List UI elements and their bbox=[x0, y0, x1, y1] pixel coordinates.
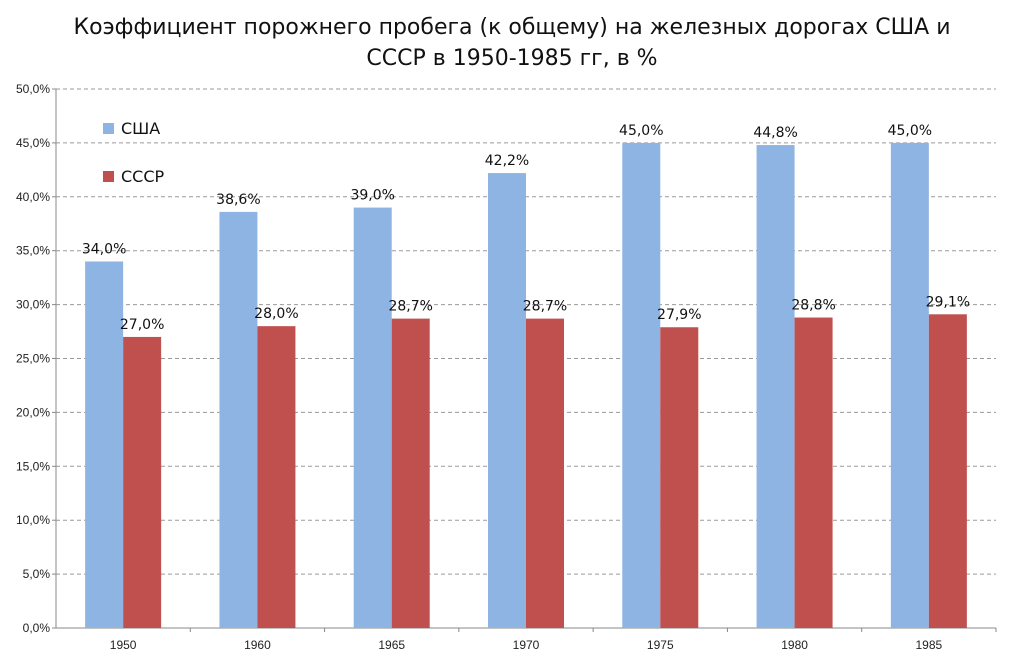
y-tick-label: 15,0% bbox=[16, 459, 50, 473]
bar-ussr bbox=[123, 336, 162, 628]
y-tick-label: 5,0% bbox=[23, 567, 51, 581]
y-tick-label: 50,0% bbox=[16, 82, 50, 96]
bar-usa bbox=[756, 145, 795, 628]
bar-usa bbox=[219, 211, 258, 628]
x-tick-label: 1965 bbox=[378, 638, 405, 652]
y-tick-label: 10,0% bbox=[16, 513, 50, 527]
data-label: 45,0% bbox=[888, 123, 932, 139]
bar-usa bbox=[622, 142, 661, 628]
x-tick-label: 1985 bbox=[916, 638, 943, 652]
x-tick-label: 1970 bbox=[513, 638, 540, 652]
data-label: 28,7% bbox=[523, 299, 567, 315]
legend-swatch-ussr bbox=[103, 171, 114, 182]
data-label: 28,0% bbox=[254, 306, 298, 322]
bar-ussr bbox=[526, 318, 564, 628]
data-label: 38,6% bbox=[216, 192, 260, 208]
y-tick-label: 20,0% bbox=[16, 405, 50, 419]
legend-label-ussr: СССР bbox=[121, 167, 165, 186]
chart-title-line-2: СССР в 1950-1985 гг, в % bbox=[366, 46, 658, 71]
data-label: 28,8% bbox=[791, 298, 835, 314]
chart-title-line-1: Коэффициент порожнего пробега (к общему)… bbox=[73, 15, 951, 40]
y-tick-label: 45,0% bbox=[16, 136, 50, 150]
y-tick-label: 40,0% bbox=[16, 190, 50, 204]
legend-label-usa: США bbox=[121, 119, 160, 138]
legend-swatch-usa bbox=[103, 123, 114, 134]
data-label: 27,0% bbox=[120, 317, 164, 333]
x-tick-label: 1975 bbox=[647, 638, 674, 652]
x-tick-label: 1950 bbox=[110, 638, 137, 652]
bar-usa bbox=[488, 173, 526, 629]
data-label: 27,9% bbox=[657, 307, 701, 323]
bar-usa bbox=[353, 207, 392, 628]
bar-usa bbox=[85, 261, 124, 628]
data-label: 34,0% bbox=[82, 241, 126, 257]
bar-usa bbox=[890, 142, 929, 628]
bar-ussr bbox=[257, 326, 296, 628]
bar-ussr bbox=[660, 327, 699, 628]
data-label: 44,8% bbox=[753, 125, 797, 141]
bar-ussr bbox=[391, 318, 430, 628]
y-tick-label: 0,0% bbox=[23, 621, 51, 635]
data-label: 39,0% bbox=[350, 188, 394, 204]
chart-title: Коэффициент порожнего пробега (к общему)… bbox=[0, 12, 1024, 74]
bar-ussr bbox=[928, 314, 967, 628]
data-label: 28,7% bbox=[388, 299, 432, 315]
data-label: 45,0% bbox=[619, 123, 663, 139]
data-label: 42,2% bbox=[485, 153, 529, 169]
y-tick-label: 25,0% bbox=[16, 352, 50, 366]
x-tick-label: 1980 bbox=[781, 638, 808, 652]
bar-ussr bbox=[794, 317, 833, 628]
y-tick-label: 30,0% bbox=[16, 298, 50, 312]
data-label: 29,1% bbox=[926, 294, 970, 310]
y-tick-label: 35,0% bbox=[16, 244, 50, 258]
x-tick-label: 1960 bbox=[244, 638, 271, 652]
